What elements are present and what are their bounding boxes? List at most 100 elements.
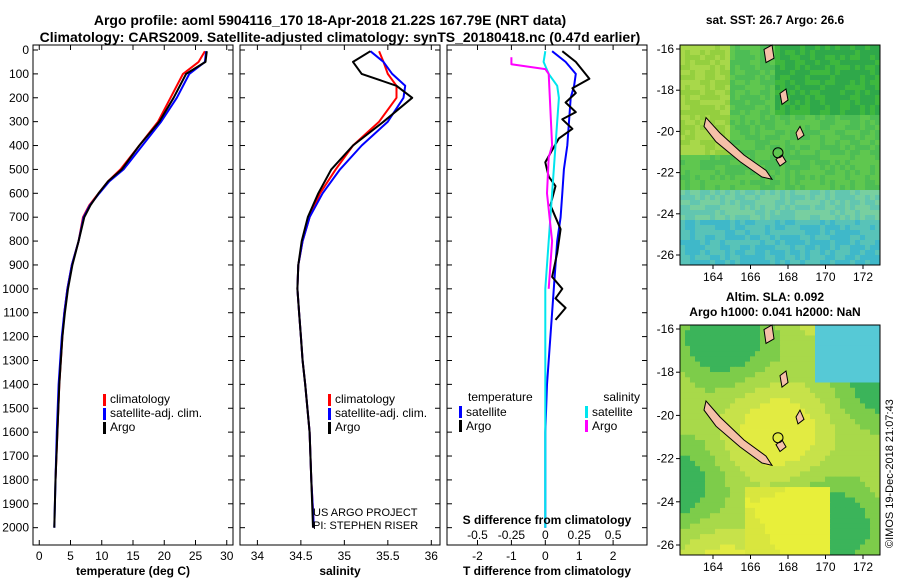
map-cell <box>765 408 771 415</box>
map-cell <box>685 245 691 251</box>
map-cell <box>775 170 781 176</box>
map-cell <box>710 518 716 525</box>
map-cell <box>710 100 716 106</box>
map-cell <box>780 398 786 404</box>
map-cell <box>720 210 726 216</box>
map-cell <box>845 165 851 171</box>
map-cell <box>690 424 696 430</box>
map-cell <box>840 230 846 236</box>
map-cell <box>840 492 846 498</box>
map-cell <box>700 85 706 91</box>
map-cell <box>705 215 711 221</box>
map-cell <box>770 100 776 106</box>
map-cell <box>750 55 756 61</box>
map-cell <box>765 445 771 451</box>
map-cell <box>800 150 806 156</box>
map-cell <box>830 476 836 483</box>
map-cell <box>695 372 701 378</box>
map-cell <box>830 230 836 236</box>
map-cell <box>775 549 781 556</box>
map-cell <box>780 361 786 368</box>
map-cell <box>685 210 691 216</box>
map-cell <box>710 387 716 394</box>
map-cell <box>815 215 821 221</box>
map-cell <box>770 377 776 383</box>
map-cell <box>870 50 876 56</box>
map-cell <box>710 190 716 196</box>
map-cell <box>715 335 721 342</box>
map-cell <box>710 466 716 472</box>
map-cell <box>740 549 746 556</box>
map-cell <box>855 502 861 509</box>
map-cell <box>850 170 856 176</box>
map-cell <box>860 255 866 261</box>
map-cell <box>735 419 741 425</box>
map-cell <box>770 450 776 457</box>
map-cell <box>820 372 826 378</box>
map-cell <box>735 135 741 141</box>
map-cell <box>710 455 716 462</box>
map-cell <box>810 382 816 389</box>
map-cell <box>710 340 716 347</box>
map-cell <box>795 170 801 176</box>
map-cell <box>840 460 846 467</box>
map-cell <box>690 539 696 545</box>
map-cell <box>830 150 836 156</box>
map-cell <box>830 135 836 141</box>
map-cell <box>815 70 821 76</box>
map-cell <box>865 476 871 483</box>
map-cell <box>855 150 861 156</box>
map-cell <box>860 330 866 336</box>
map-cell <box>875 424 881 430</box>
map-cell <box>865 398 871 404</box>
map-cell <box>805 539 811 545</box>
map-cell <box>795 220 801 226</box>
map-cell <box>765 382 771 389</box>
map-cell <box>840 105 846 111</box>
map-cell <box>800 502 806 509</box>
map-cell <box>760 60 766 66</box>
map-cell <box>810 235 816 241</box>
map-cell <box>690 387 696 394</box>
map-cell <box>855 476 861 483</box>
map-cell <box>760 340 766 347</box>
map-cell <box>815 361 821 368</box>
map-cell <box>795 255 801 261</box>
map-cell <box>705 361 711 368</box>
map-cell <box>870 539 876 545</box>
map-cell <box>765 356 771 362</box>
map-cell <box>680 481 686 488</box>
map-cell <box>780 507 786 514</box>
map-cell <box>770 419 776 425</box>
sst-map: sat. SST: 26.7 Argo: 26.6 -16-18-20-22-2… <box>657 13 881 284</box>
map-cell <box>860 361 866 368</box>
map-cell <box>830 523 836 530</box>
map-cell <box>745 487 751 493</box>
map-cell <box>830 455 836 462</box>
map-cell <box>830 445 836 451</box>
map-cell <box>700 80 706 86</box>
map-cell <box>825 80 831 86</box>
map-cell <box>705 230 711 236</box>
map-cell <box>815 75 821 81</box>
map-cell <box>680 130 686 136</box>
map-cell <box>680 225 686 231</box>
map-cell <box>760 115 766 121</box>
map-cell <box>695 356 701 362</box>
map-cell <box>735 413 741 420</box>
map-cell <box>795 382 801 389</box>
map-cell <box>740 497 746 504</box>
map-cell <box>750 115 756 121</box>
map-cell <box>685 175 691 181</box>
map-cell <box>765 195 771 201</box>
map-cell <box>805 180 811 186</box>
map-cell <box>705 377 711 383</box>
map-cell <box>790 235 796 241</box>
legend-climatology-swatch <box>103 394 106 406</box>
map-cell <box>855 471 861 477</box>
map-cell <box>845 387 851 394</box>
map-cell <box>760 210 766 216</box>
map-cell <box>815 424 821 430</box>
map-cell <box>715 90 721 96</box>
map-cell <box>850 220 856 226</box>
